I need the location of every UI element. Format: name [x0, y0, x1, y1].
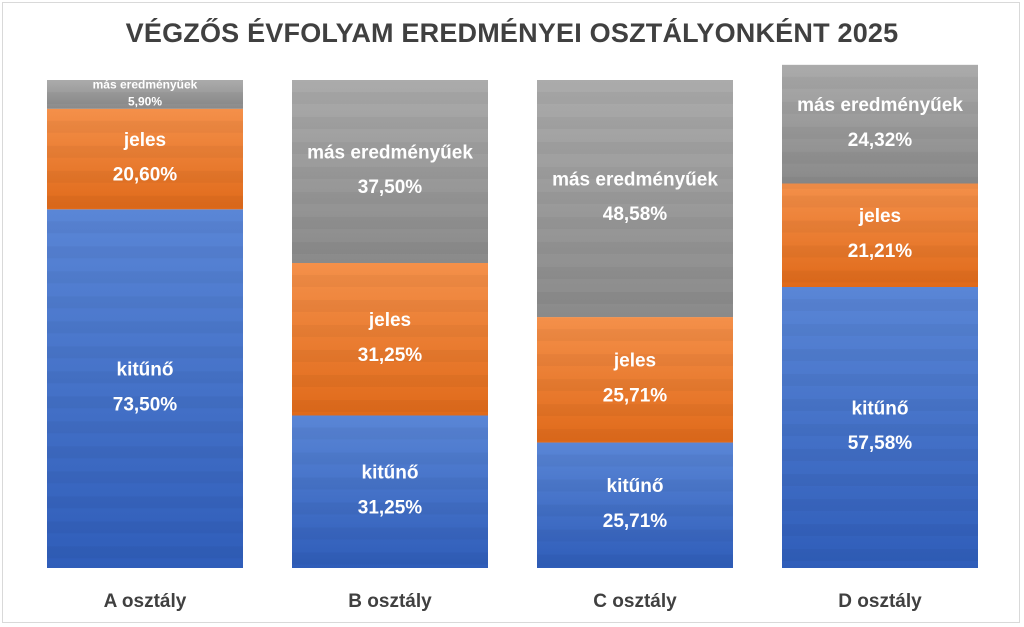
bar-texture: [782, 374, 978, 386]
data-label: 31,25%: [358, 497, 423, 518]
data-label: 21,21%: [848, 241, 913, 262]
bar-segment: [537, 80, 733, 318]
bar-texture: [47, 471, 243, 483]
bar-texture: [292, 528, 488, 540]
data-label: 57,58%: [848, 433, 913, 454]
bar-texture: [537, 242, 733, 254]
bar-texture: [292, 242, 488, 254]
bar-texture: [47, 421, 243, 433]
bar-texture: [782, 77, 978, 89]
series-name-label: kitűnő: [362, 463, 419, 484]
bar-segment: [292, 80, 488, 263]
bar-texture: [47, 221, 243, 233]
data-label: 25,71%: [603, 385, 668, 406]
bar-texture: [47, 496, 243, 508]
bar-texture: [782, 299, 978, 311]
series-name-label: kitűnő: [117, 360, 174, 381]
bar-texture: [537, 92, 733, 104]
bar-texture: [782, 271, 978, 283]
bar-texture: [537, 117, 733, 129]
bar-texture: [47, 346, 243, 358]
bar-texture: [782, 549, 978, 561]
bar-texture: [292, 275, 488, 287]
bar-texture: [782, 474, 978, 486]
data-label: 25,71%: [603, 511, 668, 532]
bar-texture: [782, 324, 978, 336]
bar-texture: [292, 375, 488, 387]
bar-texture: [47, 521, 243, 533]
bar-segment: [782, 287, 978, 568]
data-label: 5,90%: [128, 95, 162, 109]
series-name-label: más eredményűek: [552, 169, 718, 190]
data-label: 31,25%: [358, 345, 423, 366]
bar-segment: [782, 64, 978, 184]
series-name-label: kitűnő: [607, 476, 664, 497]
bar-texture: [47, 246, 243, 258]
series-name-label: jeles: [613, 351, 656, 372]
bar-texture: [782, 152, 978, 164]
series-name-label: jeles: [368, 310, 411, 331]
series-name-label: jeles: [858, 206, 901, 227]
category-label: D osztály: [838, 591, 922, 612]
bar-texture: [537, 142, 733, 154]
bar-texture: [47, 271, 243, 283]
data-label: 24,32%: [848, 130, 913, 151]
series-name-label: más eredményűek: [307, 142, 473, 163]
bar-texture: [47, 546, 243, 558]
bar-texture: [537, 455, 733, 467]
bar-segment: [47, 80, 243, 109]
bar-texture: [292, 92, 488, 104]
bar-texture: [537, 192, 733, 204]
bar-texture: [292, 553, 488, 565]
chart-title: VÉGZŐS ÉVFOLYAM EREDMÉNYEI OSZTÁLYONKÉNT…: [125, 18, 899, 48]
bar-texture: [537, 329, 733, 341]
bar-texture: [537, 555, 733, 567]
bar-texture: [537, 267, 733, 279]
bar-texture: [292, 117, 488, 129]
series-name-label: kitűnő: [852, 398, 909, 419]
bar-texture: [537, 292, 733, 304]
bar-texture: [782, 177, 978, 189]
bar-texture: [47, 296, 243, 308]
bar-segment: [47, 108, 243, 210]
category-label: B osztály: [348, 591, 432, 612]
bar-texture: [47, 321, 243, 333]
bar-texture: [782, 349, 978, 361]
data-label: 20,60%: [113, 165, 178, 186]
bar-texture: [47, 446, 243, 458]
bar-texture: [782, 524, 978, 536]
bar-segment: [782, 183, 978, 288]
bar-segment: [292, 263, 488, 416]
bar-segment: [537, 442, 733, 568]
bar-texture: [47, 196, 243, 208]
category-label: C osztály: [593, 591, 677, 612]
series-name-label: jeles: [123, 130, 166, 151]
category-label: A osztály: [104, 591, 187, 612]
data-label: 73,50%: [113, 394, 178, 415]
data-label: 37,50%: [358, 177, 423, 198]
data-label: 48,58%: [603, 204, 668, 225]
bar-texture: [782, 499, 978, 511]
bar-texture: [537, 429, 733, 441]
bar-texture: [292, 400, 488, 412]
bar-segment: [47, 209, 243, 568]
bar-segment: [537, 317, 733, 443]
series-name-label: más eredményűek: [93, 78, 198, 92]
series-name-label: más eredményűek: [797, 95, 963, 116]
bar-texture: [292, 217, 488, 229]
bar-texture: [292, 428, 488, 440]
bar-segment: [292, 415, 488, 568]
